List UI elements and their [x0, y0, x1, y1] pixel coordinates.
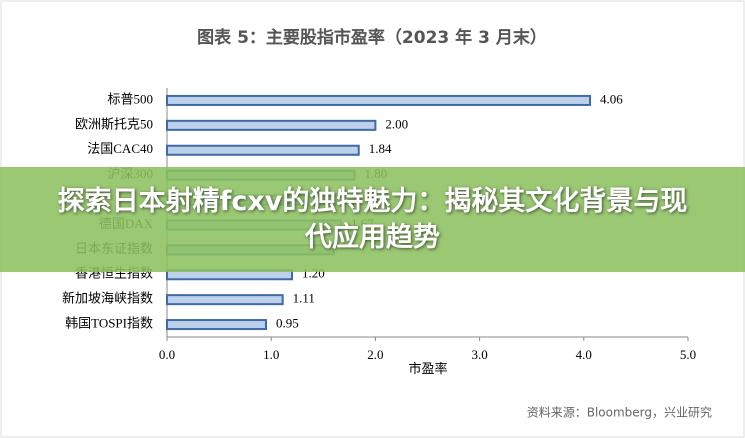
banner-text: 探索日本射精fcxv的独特魅力：揭秘其文化背景与现代应用趋势: [57, 185, 688, 253]
x-tick-label: 4.0: [576, 347, 592, 362]
x-tick-label: 3.0: [471, 347, 487, 362]
banner: 探索日本射精fcxv的独特魅力：揭秘其文化背景与现代应用趋势: [0, 167, 745, 272]
source: 资料来源：Bloomberg，兴业研究: [527, 405, 712, 420]
value-label: 1.11: [293, 291, 315, 306]
value-label: 1.84: [369, 141, 392, 156]
x-tick-label: 5.0: [680, 347, 696, 362]
value-label: 2.00: [385, 116, 408, 131]
value-label: 4.06: [600, 91, 623, 106]
bar: [166, 294, 284, 306]
bar: [166, 119, 377, 131]
bar: [166, 144, 360, 156]
y-tick-label: 欧洲斯托克50: [75, 116, 153, 131]
x-tick-label: 2.0: [367, 347, 383, 362]
x-tick-label: 0.0: [159, 347, 175, 362]
y-tick-label: 法国CAC40: [87, 141, 153, 156]
bar: [166, 319, 267, 331]
x-tick-label: 1.0: [263, 347, 279, 362]
y-tick-label: 韩国TOSPI指数: [65, 316, 153, 331]
y-tick-label: 新加坡海峡指数: [62, 291, 153, 306]
value-label: 0.95: [276, 316, 299, 331]
y-tick-label: 标普500: [107, 91, 153, 106]
chart-title: 图表 5：主要股指市盈率（2023 年 3 月末）: [197, 27, 547, 48]
x-axis-label: 市盈率: [408, 361, 447, 376]
bar: [166, 94, 592, 106]
